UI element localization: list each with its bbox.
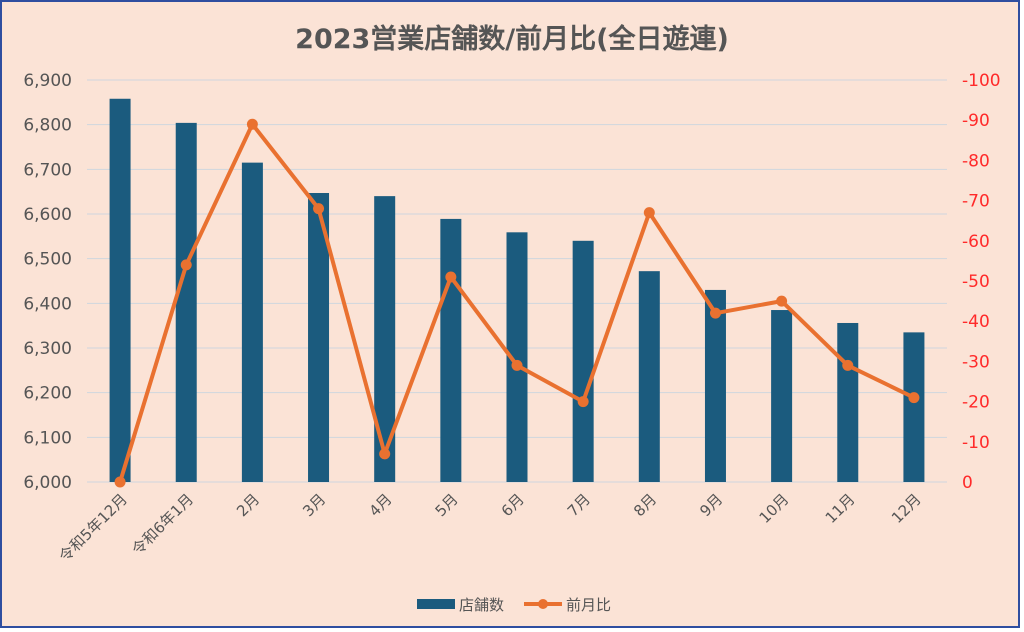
x-tick-label: 6月 [498,490,528,520]
y-left-tick-label: 6,500 [23,250,72,270]
y-left-tick-label: 6,700 [23,160,72,180]
bar [109,98,131,482]
x-tick-label: 12月 [888,490,925,527]
x-tick-label: 9月 [696,490,726,520]
x-tick-label: 令和6年1月 [128,490,197,559]
bar [175,122,197,482]
y-right-tick-label: -60 [962,232,990,252]
bar [837,322,859,482]
y-left-tick-label: 6,300 [23,339,72,359]
x-tick-label: 令和5年12月 [55,490,130,565]
line-point [246,118,258,130]
bar-series [109,98,925,483]
y-left-tick-label: 6,800 [23,116,72,136]
line-point [842,359,854,371]
line-point [709,307,721,319]
legend-label-line: 前月比 [566,596,611,614]
bar [440,218,462,482]
left-axis: 6,000 6,100 6,200 6,300 6,400 6,500 6,600 6,700… [23,71,72,493]
legend-label-bar: 店舗数 [459,596,504,614]
bar [374,196,396,482]
right-axis: 0 -10 -20 -30 -40 -50 -60 -70 -80 -90 -100 [962,71,1001,493]
line-point [643,207,655,219]
x-tick-label: 2月 [233,490,263,520]
line-point [577,396,589,408]
y-left-tick-label: 6,400 [23,294,72,314]
x-tick-label: 10月 [756,490,793,527]
bar [506,232,528,482]
bar [572,240,594,482]
y-right-tick-label: -30 [962,352,990,372]
line-point [180,259,192,271]
y-left-tick-label: 6,900 [23,71,72,91]
y-left-tick-label: 6,100 [23,428,72,448]
y-right-tick-label: -100 [962,71,1001,91]
y-left-tick-label: 6,200 [23,384,72,404]
legend-swatch-bar [417,599,455,609]
y-left-tick-label: 6,600 [23,205,72,225]
x-tick-label: 7月 [564,490,594,520]
y-right-tick-label: -90 [962,111,990,131]
bar [308,193,330,483]
line-point [313,203,325,215]
y-right-tick-label: 0 [962,473,973,493]
y-right-tick-label: -70 [962,192,990,212]
y-right-tick-label: -40 [962,312,990,332]
y-left-tick-label: 6,000 [23,473,72,493]
x-tick-label: 8月 [630,490,660,520]
bar [903,332,925,482]
chart-title: 2023営業店舗数/前月比(全日遊連) [295,23,729,55]
y-right-tick-label: -10 [962,433,990,453]
line-point [379,448,391,460]
line-series [114,118,920,488]
line-point [908,392,920,404]
bar [771,310,793,482]
bar [241,162,263,482]
x-tick-label: 5月 [432,490,462,520]
line-point [445,271,457,283]
bar [638,271,660,482]
legend: 店舗数 前月比 [417,596,611,614]
line-point [114,476,126,488]
x-tick-label: 4月 [365,490,395,520]
bar [704,289,726,482]
y-right-tick-label: -80 [962,151,990,171]
y-right-tick-label: -20 [962,393,990,413]
line-point [776,295,788,307]
x-tick-label: 3月 [299,490,329,520]
legend-marker-line [538,599,548,609]
y-right-tick-label: -50 [962,272,990,292]
line-point [511,359,523,371]
x-tick-label: 11月 [822,490,859,527]
